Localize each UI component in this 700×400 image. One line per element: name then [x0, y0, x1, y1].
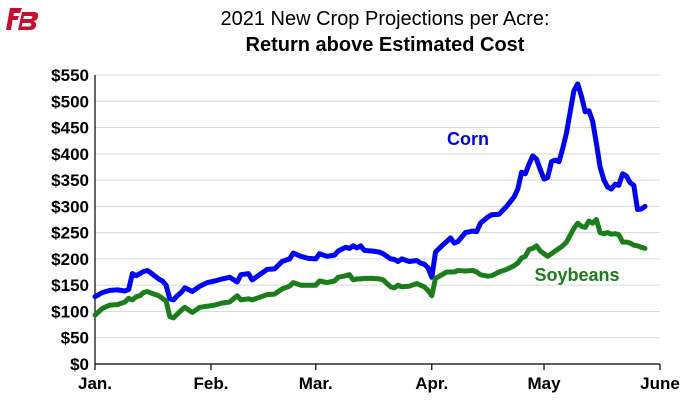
x-tick-label: Mar.: [299, 374, 333, 393]
y-tick-label: $300: [51, 197, 89, 216]
series-labels: Corn Soybeans: [447, 129, 620, 285]
x-tick-label: Jan.: [78, 374, 112, 393]
chart-title: 2021 New Crop Projections per Acre:: [220, 8, 549, 30]
y-tick-label: $400: [51, 145, 89, 164]
grid-lines: [95, 74, 660, 339]
y-tick-label: $100: [51, 302, 89, 321]
series-line-corn: [92, 81, 648, 303]
series-lines: [92, 81, 648, 321]
y-tick-label: $200: [51, 250, 89, 269]
x-tick-label: June: [640, 374, 680, 393]
y-tick-label: $350: [51, 171, 89, 190]
x-tick-label: Feb.: [194, 374, 229, 393]
y-tick-label: $450: [51, 119, 89, 138]
y-tick-label: $550: [51, 66, 89, 85]
farm-bureau-logo: [6, 6, 39, 32]
x-tick-labels: Jan. Feb. Mar. Apr. May June: [78, 374, 680, 393]
x-tick-label: Apr.: [415, 374, 448, 393]
y-tick-label: $250: [51, 224, 89, 243]
series-label-soybeans: Soybeans: [534, 265, 619, 285]
y-tick-label: $50: [61, 329, 89, 348]
y-tick-labels: $0 $50 $100 $150 $200 $250 $300 $350 $400 $450 $50…: [51, 66, 89, 374]
y-tick-label: $150: [51, 276, 89, 295]
y-tick-label: $0: [70, 355, 89, 374]
chart-subtitle: Return above Estimated Cost: [246, 34, 525, 56]
y-tick-label: $500: [51, 92, 89, 111]
x-tick-label: May: [527, 374, 561, 393]
series-label-corn: Corn: [447, 129, 489, 149]
series-line-soybeans: [92, 217, 648, 321]
